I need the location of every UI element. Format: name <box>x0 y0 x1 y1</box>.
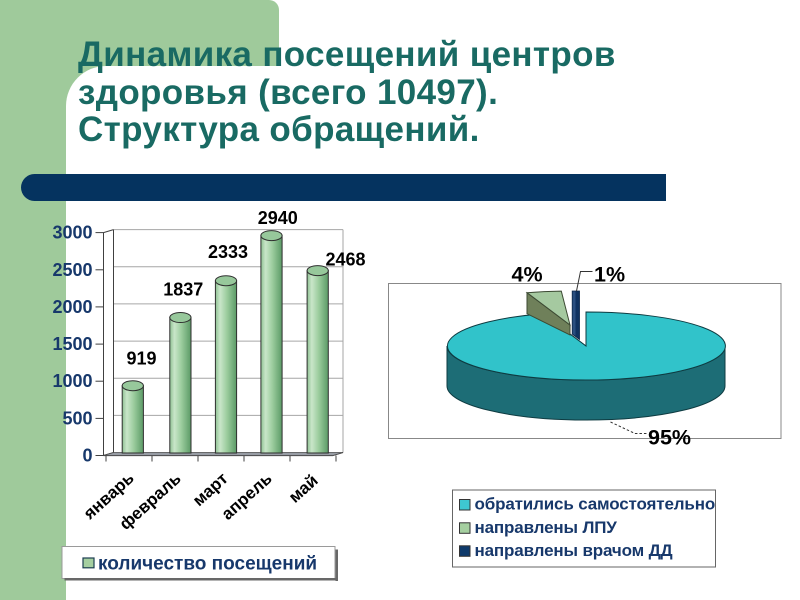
svg-text:2000: 2000 <box>52 297 92 317</box>
svg-text:1%: 1% <box>594 263 625 287</box>
svg-text:май: май <box>285 471 322 507</box>
svg-text:0: 0 <box>82 446 92 466</box>
svg-text:направлены ЛПУ: направлены ЛПУ <box>475 518 618 537</box>
svg-text:3000: 3000 <box>52 223 92 243</box>
svg-text:1000: 1000 <box>52 371 92 391</box>
svg-text:апрель: апрель <box>218 469 276 524</box>
svg-text:500: 500 <box>62 408 92 428</box>
svg-text:2940: 2940 <box>258 208 298 228</box>
svg-text:2500: 2500 <box>52 260 92 280</box>
svg-text:направлены врачом ДД: направлены врачом ДД <box>475 541 673 560</box>
svg-text:4%: 4% <box>512 263 543 287</box>
svg-text:обратились самостоятельно: обратились самостоятельно <box>475 495 716 514</box>
svg-text:2333: 2333 <box>208 242 248 262</box>
svg-text:1500: 1500 <box>52 334 92 354</box>
svg-text:2468: 2468 <box>325 250 365 270</box>
svg-text:количество посещений: количество посещений <box>98 554 317 575</box>
svg-text:1837: 1837 <box>163 280 203 300</box>
svg-text:919: 919 <box>126 349 156 369</box>
svg-text:95%: 95% <box>648 426 691 450</box>
